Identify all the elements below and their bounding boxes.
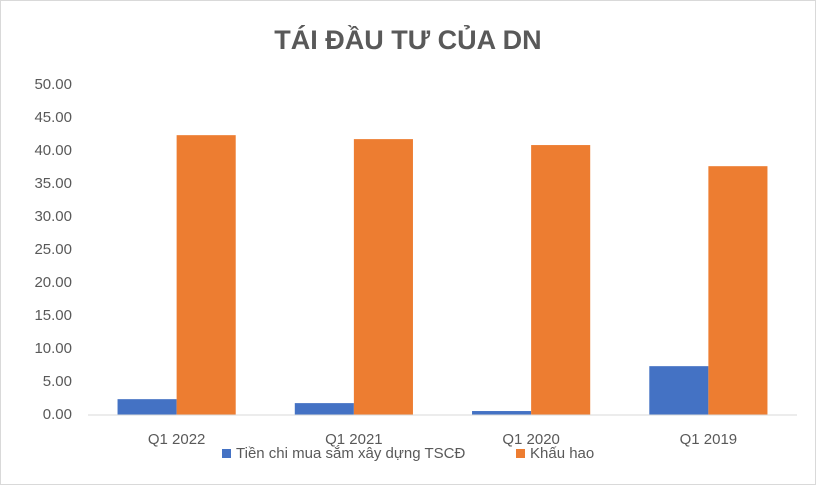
bar bbox=[294, 403, 354, 415]
x-tick-label: Q1 2019 bbox=[680, 431, 738, 448]
y-tick-label: 50.00 bbox=[34, 76, 72, 93]
chart-title: TÁI ĐẦU TƯ CỦA DN bbox=[274, 23, 541, 55]
bar bbox=[708, 166, 768, 415]
y-tick-label: 30.00 bbox=[34, 208, 72, 225]
y-tick-label: 45.00 bbox=[34, 109, 72, 126]
x-tick-label: Q1 2020 bbox=[502, 431, 560, 448]
y-tick-label: 40.00 bbox=[34, 142, 72, 159]
legend-swatch bbox=[516, 449, 525, 458]
y-tick-label: 0.00 bbox=[43, 406, 72, 423]
bar bbox=[117, 399, 177, 415]
y-tick-label: 5.00 bbox=[43, 373, 72, 390]
y-tick-label: 25.00 bbox=[34, 241, 72, 258]
y-tick-label: 15.00 bbox=[34, 307, 72, 324]
bar bbox=[649, 366, 709, 415]
y-tick-label: 10.00 bbox=[34, 340, 72, 357]
legend-swatch bbox=[222, 449, 231, 458]
bar bbox=[176, 135, 236, 415]
bar bbox=[531, 145, 591, 415]
legend-label: Tiền chi mua sắm xây dựng TSCĐ bbox=[236, 445, 465, 462]
y-tick-label: 20.00 bbox=[34, 274, 72, 291]
x-tick-label: Q1 2021 bbox=[325, 431, 383, 448]
bar bbox=[353, 139, 413, 415]
legend-label: Khấu hao bbox=[530, 445, 594, 462]
bar bbox=[472, 411, 532, 415]
x-tick-label: Q1 2022 bbox=[148, 431, 206, 448]
y-tick-label: 35.00 bbox=[34, 175, 72, 192]
